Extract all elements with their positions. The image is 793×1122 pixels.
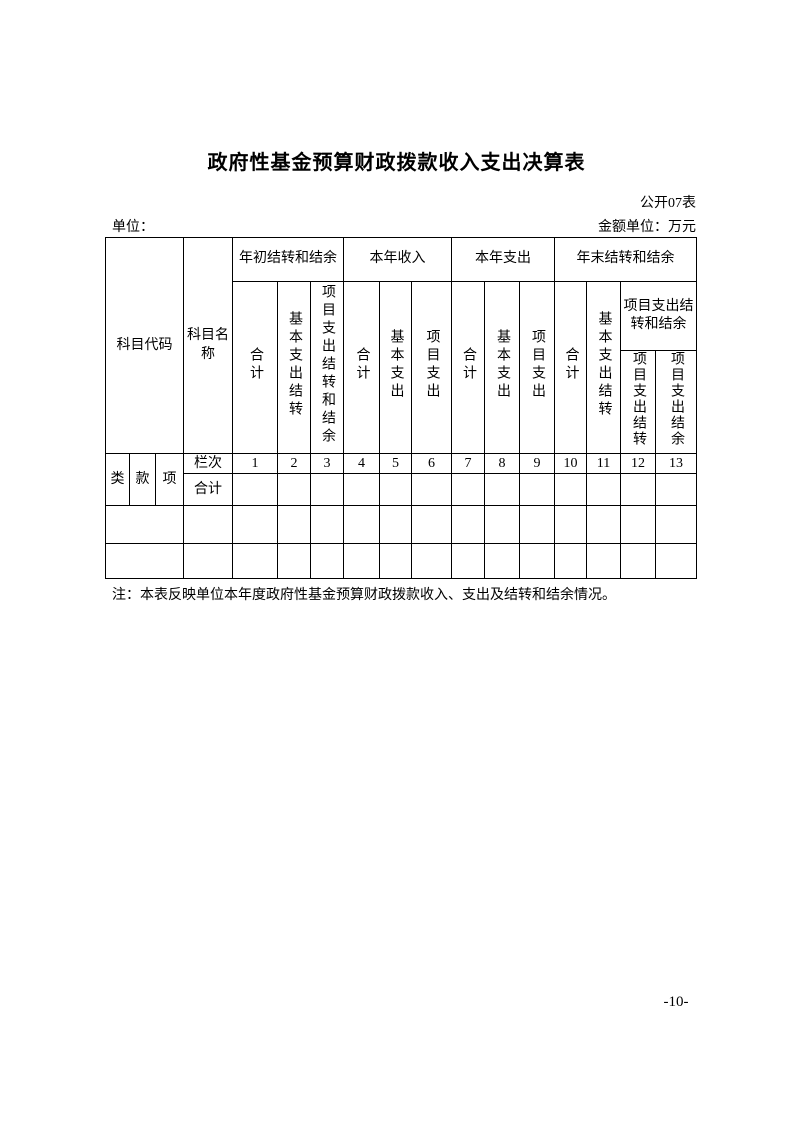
data-cell (519, 473, 555, 507)
row-index-label: 栏次 (183, 453, 233, 475)
page-number: -10- (663, 994, 689, 1010)
fiscal-table: 科目代码 科目名称 年初结转和结余 本年收入 本年支出 年末结转和结余 合计 基… (105, 236, 697, 580)
column-number: 7 (451, 453, 485, 475)
column-number: 12 (620, 453, 656, 475)
col-header-expense-project: 项目支出 (519, 280, 555, 455)
data-cell (586, 543, 621, 580)
row-name (183, 543, 233, 580)
column-number: 4 (343, 453, 380, 475)
data-cell (232, 543, 278, 580)
column-number: 10 (554, 453, 587, 475)
sheet-number-label: 公开07表 (640, 196, 696, 211)
col-header-end-total: 合计 (554, 280, 587, 455)
data-cell (484, 543, 520, 580)
column-number: 6 (411, 453, 452, 475)
sub-sub-header-row: 项目支出结转 项目支出结余 (106, 349, 697, 455)
column-number: 5 (379, 453, 412, 475)
code-col-section: 款 (129, 453, 156, 507)
header-subject-name: 科目名称 (183, 236, 233, 455)
sub-header-row: 合计 基本支出结转 项目支出结转和结余 合计 基本支出 项目支出 合计 基本支出… (106, 280, 697, 455)
data-cell (554, 543, 587, 580)
data-cell (655, 473, 697, 507)
data-cell (379, 473, 412, 507)
data-cell (232, 505, 278, 545)
column-number: 2 (277, 453, 311, 475)
col-header-begin-project-carryover: 项目支出结转和结余 (310, 280, 344, 455)
column-number: 3 (310, 453, 344, 475)
data-cell (554, 505, 587, 545)
row-name (183, 505, 233, 545)
column-number: 8 (484, 453, 520, 475)
data-cell (310, 505, 344, 545)
empty-data-row (105, 543, 697, 580)
data-cell (277, 473, 311, 507)
column-number-row: 类 款 项 栏次 1 2 3 4 5 6 7 8 9 10 11 12 13 (105, 453, 697, 507)
column-number: 1 (232, 453, 278, 475)
col-header-begin-total: 合计 (232, 280, 278, 455)
col-header-income-project: 项目支出 (411, 280, 452, 455)
data-cell (310, 473, 344, 507)
table-note: 注：本表反映单位本年度政府性基金预算财政拨款收入、支出及结转和结余情况。 (112, 588, 616, 603)
col-header-begin-basic-carryover: 基本支出结转 (277, 280, 311, 455)
data-cell (379, 505, 412, 545)
data-cell (451, 473, 485, 507)
data-cell (277, 505, 311, 545)
empty-data-row (105, 505, 697, 545)
row-name: 合计 (183, 473, 233, 507)
data-cell (484, 505, 520, 545)
data-cell (620, 505, 656, 545)
group-current-year-expenditure: 本年支出 (451, 237, 555, 282)
col-header-expense-basic: 基本支出 (484, 280, 520, 455)
data-cell (620, 473, 656, 507)
col-header-end-project-carryforward: 项目支出结转 (620, 349, 656, 455)
code-cell (105, 505, 184, 545)
data-cell (554, 473, 587, 507)
data-cell (655, 543, 697, 580)
group-year-begin-carryover: 年初结转和结余 (232, 237, 344, 282)
data-cell (343, 473, 380, 507)
group-year-end-carryover: 年末结转和结余 (554, 237, 697, 282)
data-cell (343, 505, 380, 545)
column-number: 13 (655, 453, 697, 475)
data-cell (586, 505, 621, 545)
header-subject-code: 科目代码 (105, 236, 184, 455)
code-cell (105, 543, 184, 580)
col-header-end-basic-carryover: 基本支出结转 (586, 280, 621, 455)
code-col-class: 类 (105, 453, 130, 507)
data-cell (232, 473, 278, 507)
column-number: 11 (586, 453, 621, 475)
data-cell (411, 543, 452, 580)
data-cell (411, 505, 452, 545)
data-cell (411, 473, 452, 507)
page-title: 政府性基金预算财政拨款收入支出决算表 (207, 152, 586, 174)
col-header-income-total: 合计 (343, 280, 380, 455)
data-cell (655, 505, 697, 545)
data-cell (451, 543, 485, 580)
total-row: 合计 (106, 473, 697, 507)
subgroup-end-project-carryover: 项目支出结转和结余 (620, 281, 697, 351)
col-header-income-basic: 基本支出 (379, 280, 412, 455)
group-header-row: 科目代码 科目名称 年初结转和结余 本年收入 本年支出 年末结转和结余 (105, 236, 697, 455)
data-cell (277, 543, 311, 580)
code-col-item: 项 (155, 453, 184, 507)
data-cell (519, 543, 555, 580)
col-header-end-project-balance: 项目支出结余 (655, 349, 697, 455)
column-number: 9 (519, 453, 555, 475)
data-cell (620, 543, 656, 580)
data-cell (310, 543, 344, 580)
unit-label: 单位： (112, 220, 154, 235)
data-cell (586, 473, 621, 507)
group-current-year-income: 本年收入 (343, 237, 452, 282)
data-cell (484, 473, 520, 507)
data-cell (451, 505, 485, 545)
data-cell (519, 505, 555, 545)
data-cell (343, 543, 380, 580)
col-header-expense-total: 合计 (451, 280, 485, 455)
data-cell (379, 543, 412, 580)
amount-unit-label: 金额单位：万元 (598, 220, 696, 235)
